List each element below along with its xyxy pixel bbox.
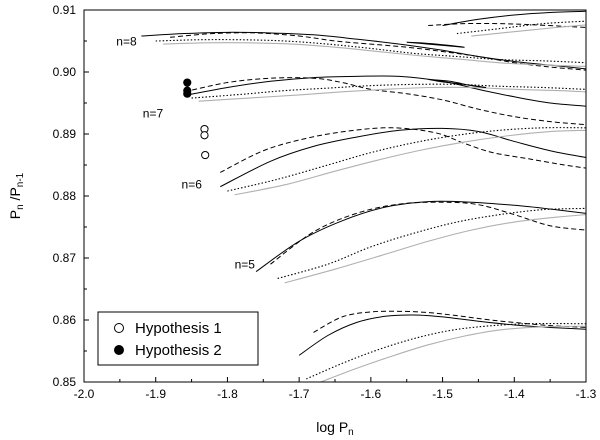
series-upper-solid-1 <box>442 10 586 26</box>
y-tick-label: 0.86 <box>53 313 77 327</box>
series-n-8-gray <box>162 42 586 67</box>
y-tick-label: 0.90 <box>53 65 77 79</box>
x-tick-label: -1.3 <box>576 387 597 401</box>
series-n-7-dashed <box>184 77 586 126</box>
series-n-5-gray <box>284 214 586 284</box>
series-n-4-dotted <box>306 322 586 380</box>
annotation-layer: n=8 n=7 n=6 n=5 <box>116 34 255 271</box>
series-n-8-dotted <box>155 39 586 64</box>
hyp1-point-2 <box>201 150 210 160</box>
curve-label-n-8: n=8 <box>116 34 137 48</box>
series-upper-dotted-1 <box>456 20 586 35</box>
x-tick-label: -2.0 <box>74 387 95 401</box>
legend: Hypothesis 1 Hypothesis 2 <box>97 311 259 366</box>
series-n-6-gray <box>234 129 586 196</box>
series-layer <box>141 10 586 382</box>
hyp2-point-0 <box>183 78 192 87</box>
x-axis-title-sub: n <box>348 427 354 438</box>
x-tick-label: -1.7 <box>289 387 310 401</box>
series-n-7-dotted <box>191 83 586 99</box>
series-n-5-dashed <box>270 201 586 265</box>
series-n-5-solid <box>255 200 586 273</box>
y-axis-title-sub2: n-1 <box>15 172 26 187</box>
series-n-6-solid <box>220 127 586 188</box>
x-tick-label: -1.8 <box>217 387 238 401</box>
series-upper-gray-1 <box>471 24 586 37</box>
curve-label-n-5: n=5 <box>235 258 256 272</box>
series-n-4-solid <box>298 314 586 356</box>
series-n-5-dotted <box>277 207 586 279</box>
legend-box <box>97 311 259 366</box>
series-n-4-dashed <box>313 310 586 333</box>
series-n-8-solid <box>141 31 586 70</box>
y-tick-label: 0.88 <box>53 189 77 203</box>
x-tick-label: -1.9 <box>145 387 166 401</box>
series-n-7-loop <box>428 78 487 89</box>
y-axis-title: Pn /Pn-1 <box>7 172 26 219</box>
marker-layer <box>183 78 210 160</box>
curve-label-n-6: n=6 <box>182 178 203 192</box>
y-tick-label: 0.91 <box>53 3 77 17</box>
series-n-7-solid <box>184 75 586 107</box>
y-axis-title-mid: /P <box>7 187 23 204</box>
y-tick-label: 0.85 <box>53 375 77 389</box>
series-n-6-dashed <box>220 127 586 173</box>
series-n-6-dotted <box>227 127 586 192</box>
legend-marker-hypothesis-2 <box>114 345 124 355</box>
y-tick-label: 0.87 <box>53 251 77 265</box>
y-axis-title-main: P <box>7 210 23 219</box>
series-n-4-gray <box>320 325 586 382</box>
legend-marker-hypothesis-1 <box>114 323 124 333</box>
hyp1-point-1 <box>200 131 209 140</box>
y-axis-title-sub1: n <box>15 204 26 210</box>
series-n-8-dashed <box>170 32 586 71</box>
x-axis-title: log Pn <box>316 419 353 438</box>
series-upper-dashed-1 <box>428 22 586 28</box>
legend-label-hypothesis-2: Hypothesis 2 <box>135 342 222 359</box>
legend-label-hypothesis-1: Hypothesis 1 <box>135 320 222 337</box>
x-tick-label: -1.6 <box>361 387 382 401</box>
curve-label-n-7: n=7 <box>143 106 164 120</box>
ticks-layer: -2.0 -1.9 -1.8 -1.7 -1.6 -1.5 -1.4 -1.3 0.85 0.86… <box>53 3 597 401</box>
x-tick-label: -1.5 <box>432 387 453 401</box>
hyp2-point-2 <box>183 89 192 98</box>
x-tick-label: -1.4 <box>504 387 525 401</box>
series-n-7-gray <box>198 86 586 102</box>
y-tick-label: 0.89 <box>53 127 77 141</box>
x-axis-title-main: log P <box>316 419 348 435</box>
series-n-8-loop <box>406 41 465 48</box>
